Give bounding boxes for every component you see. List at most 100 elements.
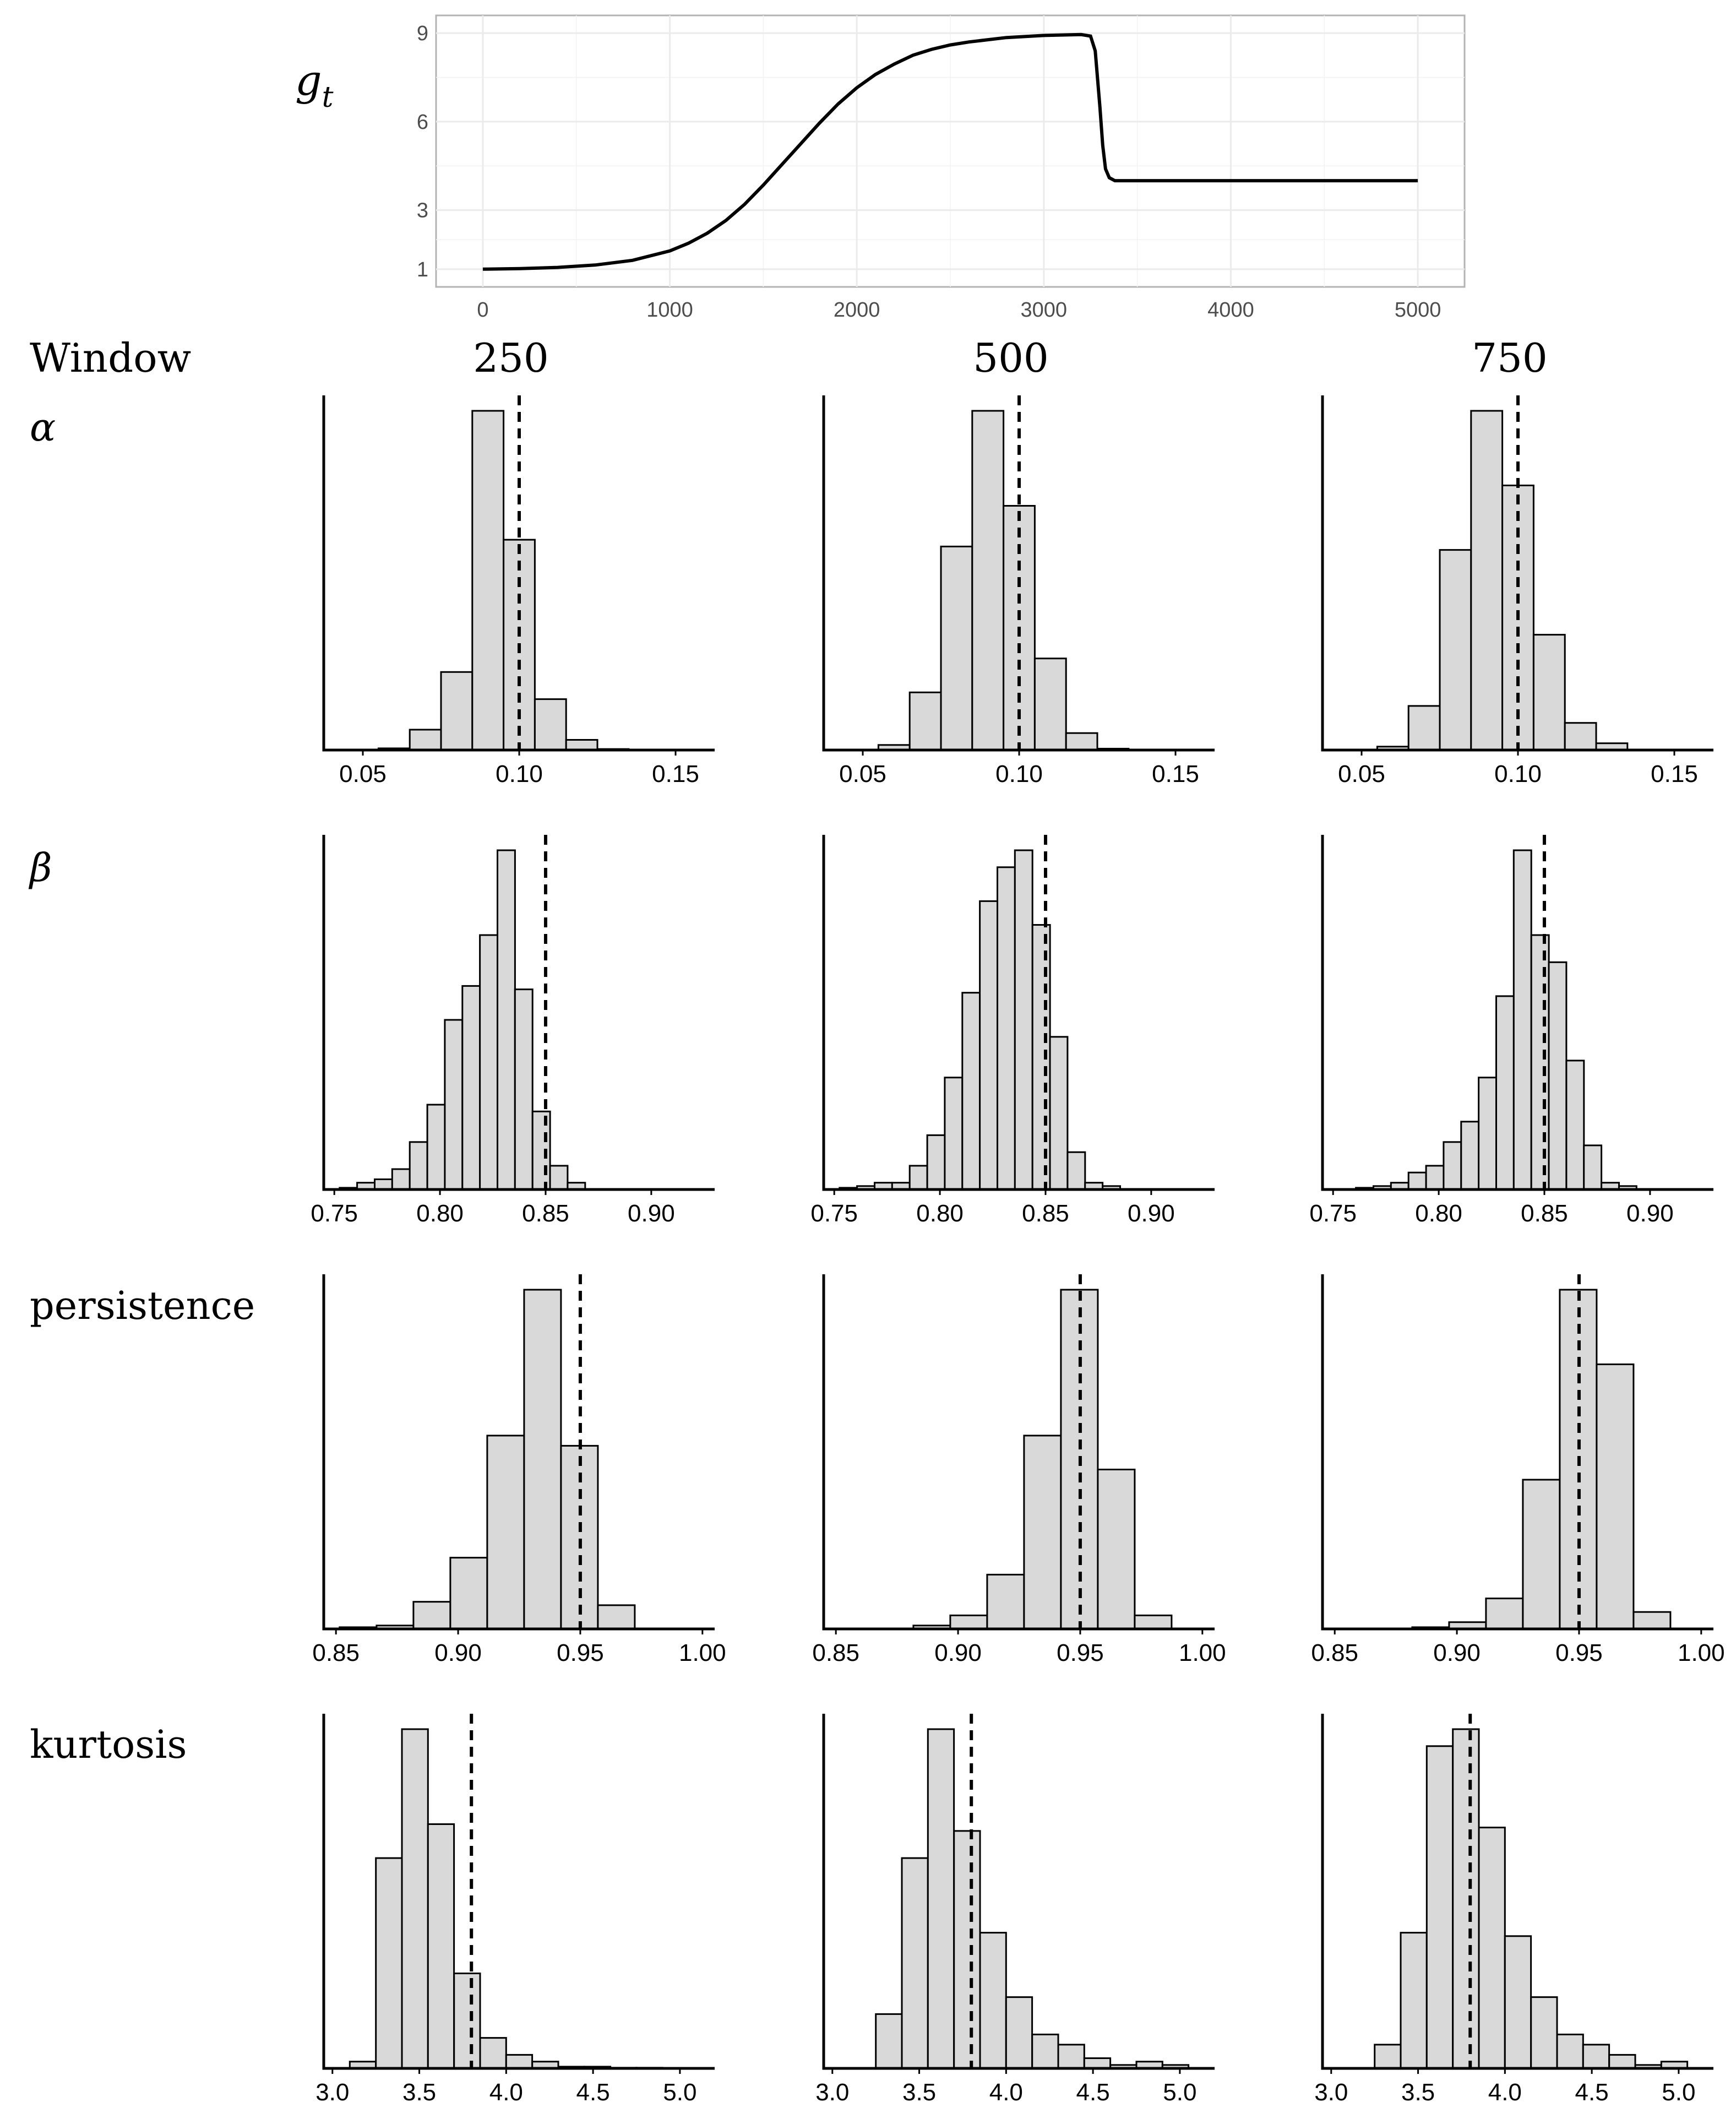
top-x-tick-label: 0 (477, 298, 488, 322)
histogram-bar (497, 849, 516, 1191)
row-label-beta: β (28, 845, 52, 890)
x-tick-label: 0.90 (628, 1200, 675, 1227)
x-tick-label: 3.0 (315, 2079, 349, 2106)
histogram-bar (1065, 732, 1098, 751)
histogram-2-0: 0.85 0.90 0.95 1.00 (312, 1274, 726, 1666)
x-tick-label: 1.00 (679, 1639, 726, 1666)
histogram-2-1: 0.85 0.90 0.95 1.00 (812, 1274, 1226, 1666)
top-y-axis-label: gt (295, 56, 334, 114)
histogram-bar (979, 1932, 1007, 2069)
histogram-bar (444, 1019, 464, 1191)
x-tick-label: 0.15 (1651, 760, 1698, 787)
histogram-3-2: 3.0 3.5 4.0 4.5 5.0 (1314, 1714, 1713, 2106)
histogram-bar (927, 1728, 955, 2069)
x-tick-label: 4.0 (989, 2079, 1023, 2106)
histogram-bar (1495, 995, 1515, 1191)
histogram-bar (374, 1178, 393, 1191)
histogram-bar (926, 1134, 946, 1191)
x-tick-label: 0.05 (839, 760, 886, 787)
x-tick-label: 0.85 (812, 1639, 859, 1666)
histogram-bar (471, 410, 505, 751)
histogram-bar (1097, 1469, 1136, 1630)
x-tick-label: 0.95 (557, 1639, 604, 1666)
histogram-bar (479, 934, 498, 1191)
histogram-bar (426, 1104, 446, 1191)
histogram-bar (505, 2054, 534, 2069)
x-tick-label: 3.0 (1314, 2079, 1348, 2106)
top-y-tick-label: 6 (417, 111, 428, 134)
histogram-bar (940, 545, 973, 751)
histogram-1-2: 0.75 0.80 0.85 0.90 (1309, 835, 1713, 1227)
histogram-bar (1512, 849, 1532, 1191)
x-tick-label: 4.5 (1076, 2079, 1110, 2106)
x-tick-label: 3.0 (815, 2079, 849, 2106)
histogram-bar (1014, 849, 1033, 1191)
x-tick-label: 0.80 (916, 1200, 964, 1227)
histogram-3-0: 3.0 3.5 4.0 4.5 5.0 (315, 1714, 715, 2106)
histogram-bar (1470, 410, 1504, 751)
x-tick-label: 0.80 (416, 1200, 464, 1227)
histogram-bar (1374, 2044, 1402, 2069)
x-tick-label: 0.80 (1415, 1200, 1462, 1227)
histogram-bar (1532, 634, 1566, 751)
histogram-bar (1005, 1996, 1033, 2069)
x-tick-label: 5.0 (1662, 2079, 1695, 2106)
x-tick-label: 0.75 (311, 1200, 358, 1227)
histogram-bar (1407, 705, 1441, 751)
histogram-bar (953, 1830, 981, 2069)
histogram-bar (565, 739, 598, 751)
histogram-bar (1049, 1036, 1069, 1191)
top-gridlines (436, 15, 1465, 287)
histogram-bar (1031, 2033, 1059, 2069)
histogram-bar (1564, 722, 1597, 751)
histogram-bar (1407, 1171, 1427, 1191)
histogram-bar (412, 1601, 451, 1630)
histogram-bar (1548, 961, 1568, 1191)
top-y-tick-label: 1 (417, 258, 428, 281)
top-x-tick-labels: 0 1000 2000 3000 4000 5000 (477, 298, 1441, 322)
histogram-3-1: 3.0 3.5 4.0 4.5 5.0 (815, 1714, 1215, 2106)
x-tick-label: 0.90 (1128, 1200, 1175, 1227)
x-tick-label: 0.85 (1311, 1639, 1358, 1666)
histogram-bar (440, 671, 474, 751)
histogram-bar (1556, 2033, 1584, 2069)
histogram-bar (401, 1728, 429, 2069)
histogram-bar (1632, 1611, 1672, 1630)
histogram-bar (409, 729, 442, 751)
histogram-bar (944, 1077, 964, 1191)
histogram-bar (1596, 1364, 1635, 1630)
top-y-axis-label-g: g (295, 56, 322, 105)
x-tick-label: 0.10 (1494, 760, 1542, 787)
top-x-tick-label: 2000 (834, 298, 880, 322)
histogram-bar (1033, 658, 1067, 751)
histogram-bar (875, 2013, 903, 2069)
x-tick-label: 0.90 (934, 1639, 982, 1666)
histogram-bar (534, 698, 567, 751)
histogram-bar (908, 691, 942, 751)
histogram-bar (461, 985, 481, 1191)
x-tick-label: 0.15 (652, 760, 699, 787)
x-tick-label: 4.5 (1575, 2079, 1609, 2106)
top-x-tick-label: 4000 (1207, 298, 1254, 322)
histogram-bar (1478, 1827, 1506, 2069)
top-x-tick-label: 1000 (646, 298, 693, 322)
row-label-kurtosis: kurtosis (30, 1722, 187, 1767)
histogram-bar (549, 1165, 569, 1191)
x-tick-label: 5.0 (1163, 2079, 1196, 2106)
x-tick-label: 4.5 (576, 2079, 610, 2106)
histogram-bar (949, 1614, 988, 1630)
histogram-0-1: 0.05 0.10 0.15 (822, 395, 1215, 787)
histogram-0-0: 0.05 0.10 0.15 (322, 395, 715, 787)
histogram-bar (1031, 924, 1051, 1191)
histogram-bar (901, 1857, 929, 2069)
histogram-bar (409, 1141, 428, 1191)
histogram-bar (449, 1557, 488, 1630)
x-tick-label: 1.00 (1678, 1639, 1725, 1666)
histogram-bar (1522, 1479, 1561, 1630)
histogram-bar (1083, 2057, 1112, 2069)
histogram-2-2: 0.85 0.90 0.95 1.00 (1311, 1274, 1725, 1666)
row-label-alpha: α (30, 405, 56, 450)
x-tick-label: 0.05 (339, 760, 387, 787)
row-label-persistence: persistence (30, 1283, 255, 1328)
